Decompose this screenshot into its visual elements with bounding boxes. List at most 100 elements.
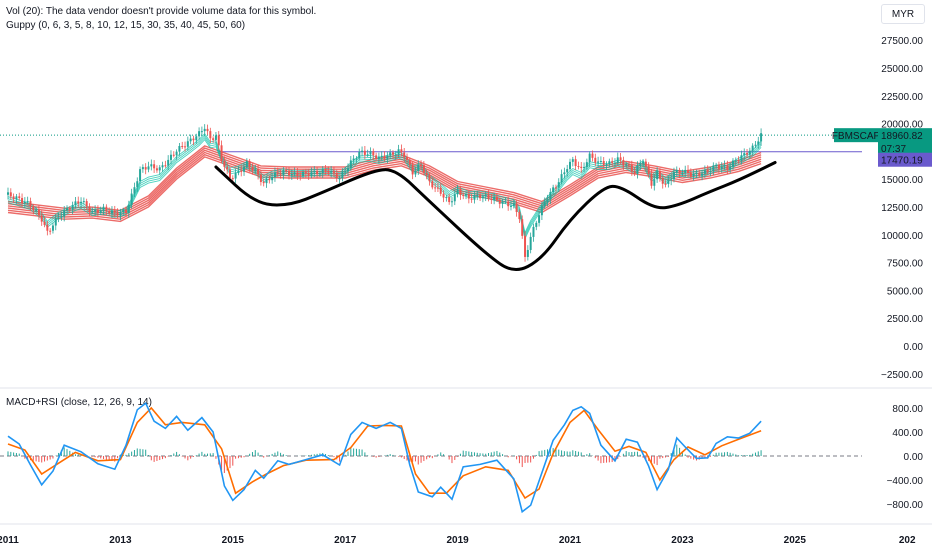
candle	[7, 192, 9, 195]
candle	[302, 171, 305, 177]
price-axis-label: 27500.00	[881, 36, 923, 47]
candle	[257, 169, 260, 175]
candle	[647, 166, 650, 174]
candle	[428, 175, 431, 182]
candle	[709, 171, 712, 173]
candle	[689, 173, 692, 177]
candle	[113, 210, 116, 213]
candle	[321, 169, 324, 174]
candle	[543, 202, 546, 206]
candle	[327, 171, 330, 173]
price-axis-label: 2500.00	[887, 314, 924, 325]
candle	[619, 157, 622, 160]
candle	[276, 172, 279, 174]
candle	[386, 155, 389, 159]
countdown-label: 07:37	[881, 144, 906, 155]
candle	[504, 201, 507, 203]
candle	[290, 174, 293, 176]
candle	[82, 201, 85, 203]
time-axis-label: 2021	[559, 535, 582, 546]
candle	[158, 167, 161, 171]
candle	[99, 210, 102, 213]
candle	[175, 151, 178, 156]
candle	[538, 215, 541, 223]
candle	[254, 169, 257, 171]
candle	[509, 205, 512, 207]
symbol-label: FBMSCAP	[832, 131, 881, 142]
candle	[557, 182, 560, 188]
candle	[425, 172, 428, 176]
candle	[150, 164, 153, 167]
candle	[613, 162, 616, 164]
candle	[465, 194, 468, 196]
time-axis-label: 2011	[0, 535, 19, 546]
candle	[243, 166, 246, 172]
candle	[285, 170, 288, 172]
candle	[102, 206, 105, 211]
candle	[335, 172, 338, 179]
candle	[279, 173, 282, 175]
candle	[116, 212, 119, 216]
candle	[642, 161, 645, 164]
candle	[268, 178, 271, 181]
signal-line	[7, 406, 762, 500]
candle	[361, 150, 364, 152]
candle	[240, 170, 243, 172]
candle	[498, 199, 501, 204]
candle	[459, 189, 462, 196]
candle	[746, 153, 749, 155]
candle	[406, 157, 409, 160]
currency-button[interactable]: MYR	[881, 4, 925, 24]
candle	[220, 145, 223, 161]
candle	[29, 201, 32, 207]
candle	[12, 196, 15, 200]
candle	[569, 161, 571, 170]
candle	[644, 161, 647, 167]
candle	[476, 195, 479, 197]
candle	[608, 161, 611, 165]
candle	[420, 164, 423, 166]
candle	[347, 168, 350, 172]
candle	[684, 169, 687, 173]
candle	[653, 179, 656, 186]
time-axis-label: 2013	[109, 535, 132, 546]
time-axis-label: 2015	[222, 535, 245, 546]
candle	[349, 160, 352, 169]
candle	[217, 135, 220, 146]
candle	[751, 145, 754, 151]
candle	[729, 166, 732, 170]
candle	[237, 170, 240, 174]
candle	[35, 209, 38, 211]
candle	[324, 169, 327, 172]
candle	[532, 226, 535, 237]
candle	[431, 181, 434, 188]
candle	[262, 182, 265, 184]
price-axis-label: −2500.00	[881, 370, 923, 381]
candle	[479, 195, 482, 199]
candle	[310, 172, 313, 176]
candle	[743, 153, 746, 156]
candle	[597, 161, 600, 163]
candle	[456, 189, 459, 195]
time-axis-label: 2017	[334, 535, 357, 546]
candle	[577, 166, 580, 168]
candle	[15, 196, 18, 200]
candle	[501, 201, 504, 204]
candle	[628, 164, 631, 166]
candle	[9, 192, 12, 197]
candle	[726, 165, 729, 170]
candle	[391, 152, 394, 155]
candle	[723, 165, 726, 167]
candle	[46, 224, 49, 231]
candle	[400, 149, 403, 153]
candle	[330, 170, 333, 173]
candle	[161, 165, 164, 168]
candle	[296, 172, 299, 176]
guppy-slow-line	[7, 153, 762, 220]
time-axis-label: 2023	[671, 535, 694, 546]
candle	[332, 170, 335, 173]
candle	[602, 160, 605, 166]
candle	[122, 209, 125, 213]
candle	[341, 171, 344, 179]
